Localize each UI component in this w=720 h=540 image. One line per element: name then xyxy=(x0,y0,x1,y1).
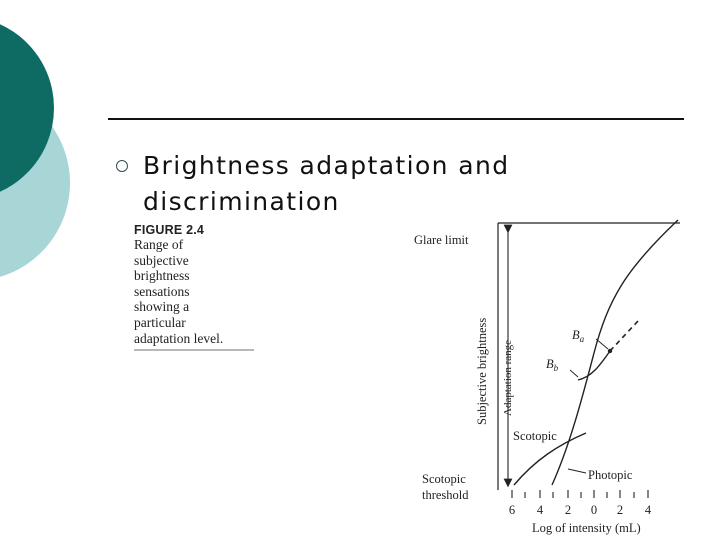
photopic-leader-line xyxy=(567,468,587,474)
ba-point xyxy=(607,348,613,354)
bb-label: Bb xyxy=(546,357,559,373)
dark-teal-circle xyxy=(0,24,54,192)
scotopic-threshold-line1: Scotopic xyxy=(422,472,466,486)
scotopic-curve xyxy=(513,432,587,486)
title-rule xyxy=(108,118,684,120)
figure-caption: Range of subjective brightness sensation… xyxy=(134,237,254,352)
ba-leader-line xyxy=(595,338,609,350)
y-axis-label: Subjective brightness xyxy=(475,318,489,425)
bb-leader-line xyxy=(569,369,579,378)
scotopic-threshold-line2: threshold xyxy=(422,488,469,502)
caption-line: brightness xyxy=(134,268,190,284)
caption-line: subjective xyxy=(134,252,189,268)
bullet-circle-icon xyxy=(116,160,128,172)
figure-label: FIGURE 2.4 xyxy=(134,223,205,237)
heading-line-1: Brightness adaptation and xyxy=(143,151,510,180)
x-tick-label: 4 xyxy=(645,503,652,517)
caption-line: adaptation level. xyxy=(134,330,224,346)
decorative-circles xyxy=(0,24,70,277)
photopic-label: Photopic xyxy=(588,468,633,482)
x-axis-label: Log of intensity (mL) xyxy=(532,521,641,535)
caption-line: particular xyxy=(134,314,186,330)
main-curve xyxy=(551,219,679,486)
x-tick-label: 0 xyxy=(591,503,597,517)
slide-heading: Brightness adaptation and discrimination xyxy=(143,148,663,220)
bb-adaptation-curve xyxy=(577,350,611,381)
x-tick-label: 6 xyxy=(509,503,515,517)
caption-line: showing a xyxy=(134,299,190,315)
dashed-extension xyxy=(609,320,639,352)
ba-label: Ba xyxy=(572,328,585,344)
scotopic-label: Scotopic xyxy=(513,429,557,443)
heading-line-2: discrimination xyxy=(143,187,340,216)
x-tick-labels: 6 4 2 0 2 4 xyxy=(509,503,652,517)
x-tick-marks xyxy=(511,490,649,498)
brightness-diagram: Glare limit Subjective brightness Adapta… xyxy=(414,219,680,535)
x-tick-label: 2 xyxy=(565,503,571,517)
x-tick-label: 4 xyxy=(537,503,544,517)
caption-line: sensations xyxy=(134,283,190,299)
caption-line: Range of xyxy=(134,237,184,252)
adaptation-range-label: Adaptation range xyxy=(502,340,514,416)
x-tick-label: 2 xyxy=(617,503,623,517)
glare-limit-label: Glare limit xyxy=(414,233,469,247)
